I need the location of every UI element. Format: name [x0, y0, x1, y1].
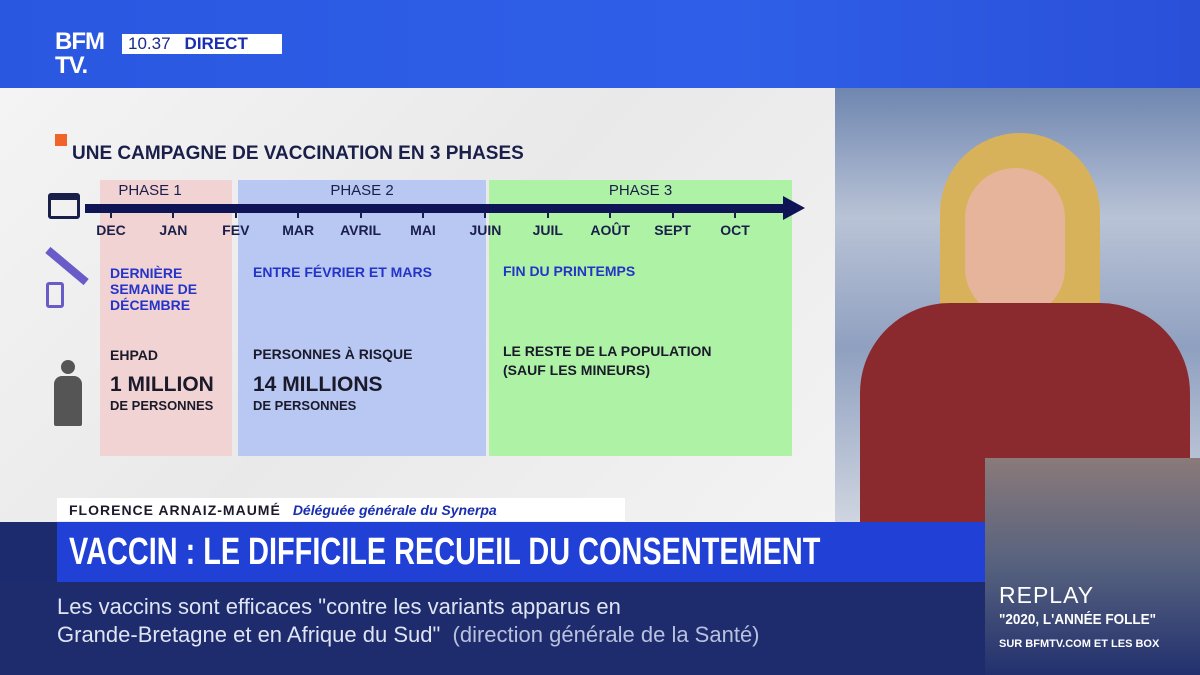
phase-2-who: PERSONNES À RISQUE	[253, 346, 413, 362]
guest-name: FLORENCE ARNAIZ-MAUMÉ	[69, 501, 281, 518]
month-tick	[172, 212, 175, 218]
month-tick	[422, 212, 424, 218]
replay-sub: SUR BFMTV.COM ET LES BOX	[999, 638, 1160, 650]
live-clock: 10.37 DIRECT	[122, 34, 282, 54]
phase-1-who: EHPAD	[110, 347, 158, 363]
phase-1-label: PHASE 1	[118, 182, 182, 199]
phase-3-when: FIN DU PRINTEMPS	[503, 263, 636, 279]
phase-3-label: PHASE 3	[608, 182, 673, 199]
replay-title: "2020, L'ANNÉE FOLLE"	[999, 611, 1157, 628]
phase-1-when: DERNIÈRE SEMAINE DE DÉCEMBRE	[110, 265, 198, 313]
phase-1-unit: DE PERSONNES	[110, 398, 214, 413]
phase-2-unit: DE PERSONNES	[253, 398, 357, 413]
bfmtv-logo: BFM TV.	[55, 28, 105, 79]
month-tick	[234, 212, 237, 218]
month-label: JUIL	[532, 222, 563, 238]
phase-2-when: ENTRE FÉVRIER ET MARS	[253, 264, 432, 280]
person-icon	[54, 360, 82, 426]
vial-icon	[46, 282, 64, 308]
month-label: SEPT	[654, 222, 691, 238]
phase-2-band	[238, 180, 486, 456]
guest-role: Déléguée générale du Synerpa	[292, 501, 497, 518]
phase-3-who-note: (SAUF LES MINEURS)	[503, 362, 650, 378]
month-label: JAN	[159, 222, 188, 238]
month-label: MAR	[282, 222, 315, 238]
month-tick	[297, 212, 300, 218]
headline-bar: VACCIN : LE DIFFICILE RECUEIL DU CONSENT…	[57, 522, 985, 582]
phase-2-label: PHASE 2	[330, 182, 394, 199]
month-tick	[546, 212, 549, 218]
timeline-axis	[85, 204, 785, 213]
news-ticker	[0, 582, 985, 675]
replay-label: REPLAY	[999, 582, 1095, 608]
month-label: AVRIL	[340, 222, 382, 238]
guest-face	[965, 168, 1065, 318]
title-marker	[55, 134, 67, 146]
phase-1-count: 1 MILLION	[110, 373, 214, 396]
calendar-icon	[48, 193, 80, 219]
month-tick	[609, 212, 612, 218]
infographic-title: UNE CAMPAGNE DE VACCINATION EN 3 PHASES	[72, 143, 524, 164]
headline: VACCIN : LE DIFFICILE RECUEIL DU CONSENT…	[69, 531, 821, 573]
ticker-quote: Grande-Bretagne et en Afrique du Sud"	[57, 622, 441, 647]
phase-2-count: 14 MILLIONS	[253, 373, 383, 396]
studio-video	[835, 88, 1200, 522]
month-label: AOÛT	[590, 222, 631, 238]
month-label: JUIN	[469, 222, 502, 238]
month-tick	[359, 212, 362, 218]
ticker-line-1: Les vaccins sont efficaces "contre les v…	[57, 594, 621, 619]
month-label: DEC	[96, 222, 126, 238]
month-tick	[110, 212, 112, 218]
timeline-arrow	[783, 196, 805, 220]
month-label: OCT	[720, 222, 750, 238]
phase-3-who: LE RESTE DE LA POPULATION	[503, 343, 712, 359]
month-tick	[484, 212, 487, 218]
month-tick	[734, 212, 736, 218]
ticker-source: (direction générale de la Santé)	[452, 622, 760, 647]
live-badge: DIRECT	[184, 34, 248, 53]
ticker-line-2: Grande-Bretagne et en Afrique du Sud" (d…	[57, 622, 760, 647]
phase-3-band	[489, 180, 792, 456]
time: 10.37	[128, 34, 171, 53]
guest-name-strip: FLORENCE ARNAIZ-MAUMÉ Déléguée générale …	[57, 498, 625, 521]
month-tick	[671, 212, 674, 218]
month-label: MAI	[410, 222, 436, 238]
month-label: FEV	[222, 222, 250, 238]
replay-promo: REPLAY "2020, L'ANNÉE FOLLE" SUR BFMTV.C…	[985, 458, 1200, 675]
phase-1-band	[100, 180, 232, 456]
